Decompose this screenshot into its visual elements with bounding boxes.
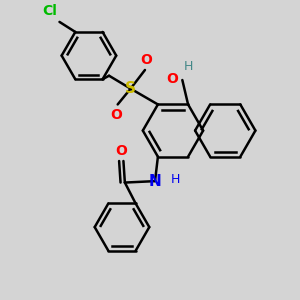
Text: O: O: [166, 72, 178, 86]
Text: Cl: Cl: [42, 4, 57, 19]
Text: O: O: [140, 52, 152, 67]
Text: O: O: [115, 144, 127, 158]
Text: H: H: [171, 173, 180, 186]
Text: H: H: [184, 60, 193, 73]
Text: O: O: [110, 108, 122, 122]
Text: S: S: [125, 81, 136, 96]
Text: N: N: [149, 174, 161, 189]
